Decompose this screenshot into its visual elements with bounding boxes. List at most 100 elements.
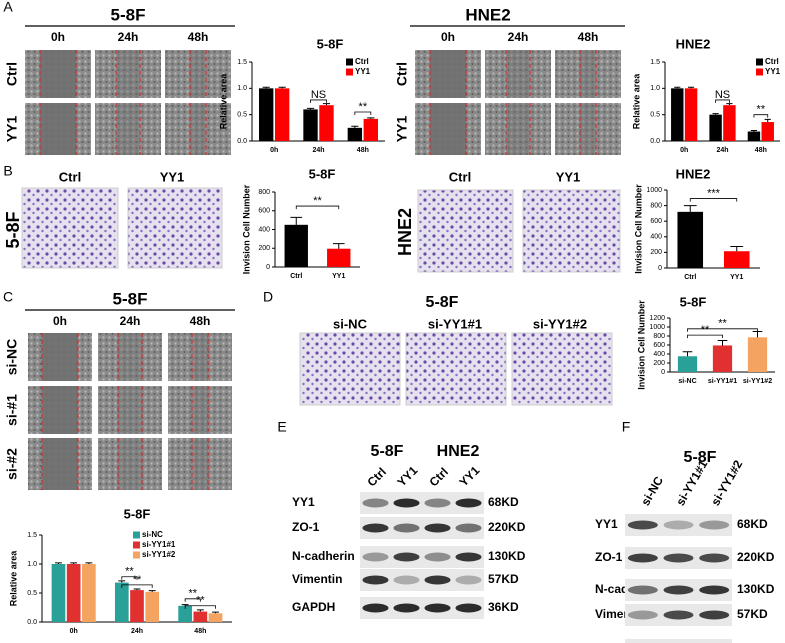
bar (677, 211, 704, 268)
significance-bracket (295, 205, 340, 210)
y-tick-label: 1.5 (237, 59, 247, 66)
bar (327, 248, 351, 267)
micrograph (98, 386, 162, 434)
wound-gap (42, 333, 78, 381)
bar (677, 356, 698, 372)
protein-label: Vimentin (292, 572, 342, 586)
time-label: 0h (53, 314, 67, 328)
legend-label: YY1 (355, 67, 371, 76)
y-tick-label: 1.5 (650, 59, 660, 66)
blot-band (663, 610, 694, 620)
blot-band (424, 552, 451, 562)
y-tick-label: 1000 (646, 187, 662, 194)
wound-gap (42, 438, 78, 490)
blot-strip (360, 597, 484, 619)
error-bar (750, 129, 758, 132)
wound-gap (40, 103, 76, 155)
y-tick-label: 0.5 (650, 112, 660, 119)
significance-bracket (689, 198, 738, 202)
y-tick-label: 400 (653, 351, 665, 358)
blot-strip (625, 639, 732, 643)
y-tick-label: 1.0 (237, 85, 247, 92)
bar (709, 114, 722, 141)
error-bar (278, 86, 286, 89)
bar (208, 613, 223, 622)
micrograph (555, 103, 621, 155)
column-label: si-YY1#1 (428, 316, 482, 331)
error-bar (212, 611, 219, 614)
blot-band (699, 553, 730, 563)
size-label: 220KD (737, 550, 775, 564)
lane-label: YY1 (456, 463, 482, 489)
wound-gap (116, 50, 140, 98)
wound-gap (430, 50, 466, 98)
significance-label: ** (313, 195, 322, 207)
column-label: Ctrl (449, 169, 471, 184)
x-tick-label: YY1 (332, 273, 345, 280)
wound-gap (190, 103, 206, 155)
bar (114, 582, 129, 622)
legend-label: si-YY1#2 (142, 550, 176, 559)
error-bar (322, 103, 331, 106)
micrograph (98, 438, 162, 490)
blot-band (393, 498, 420, 508)
blot-band (393, 575, 420, 585)
y-axis-label: Invision Cell Number (636, 300, 646, 390)
x-tick-label: 48h (194, 628, 206, 635)
panel-letter: C (3, 289, 13, 305)
error-bar (682, 351, 693, 357)
significance-bracket (184, 605, 216, 609)
y-tick-label: 0.5 (237, 112, 247, 119)
row-label: YY1 (4, 116, 20, 143)
micrograph (555, 50, 621, 98)
size-label: 220KD (488, 520, 526, 534)
error-bar (332, 243, 345, 249)
error-bar (717, 340, 728, 346)
error-bar (764, 118, 771, 123)
significance-label: ** (359, 101, 368, 113)
blot-band (455, 523, 482, 533)
legend-swatch (756, 68, 763, 76)
panel-letter: D (263, 289, 273, 305)
x-tick-label: 48h (357, 147, 369, 154)
blot-strip (360, 492, 484, 514)
panel-letter: B (3, 163, 12, 179)
x-tick-label: 0h (70, 628, 78, 635)
transwell-image (511, 332, 613, 406)
time-label: 24h (118, 30, 139, 44)
x-tick-label: 48h (755, 147, 767, 154)
error-bar (712, 113, 719, 115)
blot-band (424, 603, 451, 613)
y-tick-label: 0.0 (27, 619, 37, 626)
blot-band (455, 603, 482, 613)
wound-gap (190, 50, 206, 98)
protein-label: YY1 (292, 495, 315, 509)
bar (319, 105, 334, 141)
time-label: 48h (190, 314, 211, 328)
significance-bracket (121, 584, 153, 588)
y-tick-label: 600 (258, 208, 270, 215)
y-tick-label: 0.0 (237, 138, 247, 145)
micrograph (485, 50, 551, 98)
blot-band (424, 523, 451, 533)
significance-label: ** (718, 318, 727, 330)
significance-bracket (687, 334, 723, 339)
blot-strip (360, 546, 484, 568)
size-label: 57KD (488, 572, 519, 586)
lane-label: YY1 (394, 463, 420, 489)
bar (145, 591, 160, 622)
bar (284, 224, 308, 267)
significance-bracket (121, 576, 138, 580)
error-bar (367, 117, 375, 119)
transwell-image (417, 189, 514, 273)
legend-swatch (346, 58, 353, 66)
row-label: 5-8F (3, 211, 23, 248)
wound-gap (42, 386, 78, 434)
panel-title: 5-8F (426, 294, 459, 311)
x-tick-label: si-NC (678, 378, 696, 385)
bar (303, 109, 318, 141)
legend-swatch (133, 541, 140, 549)
micrograph (165, 50, 231, 98)
x-tick-label: 24h (131, 628, 143, 635)
error-bar (133, 588, 141, 591)
